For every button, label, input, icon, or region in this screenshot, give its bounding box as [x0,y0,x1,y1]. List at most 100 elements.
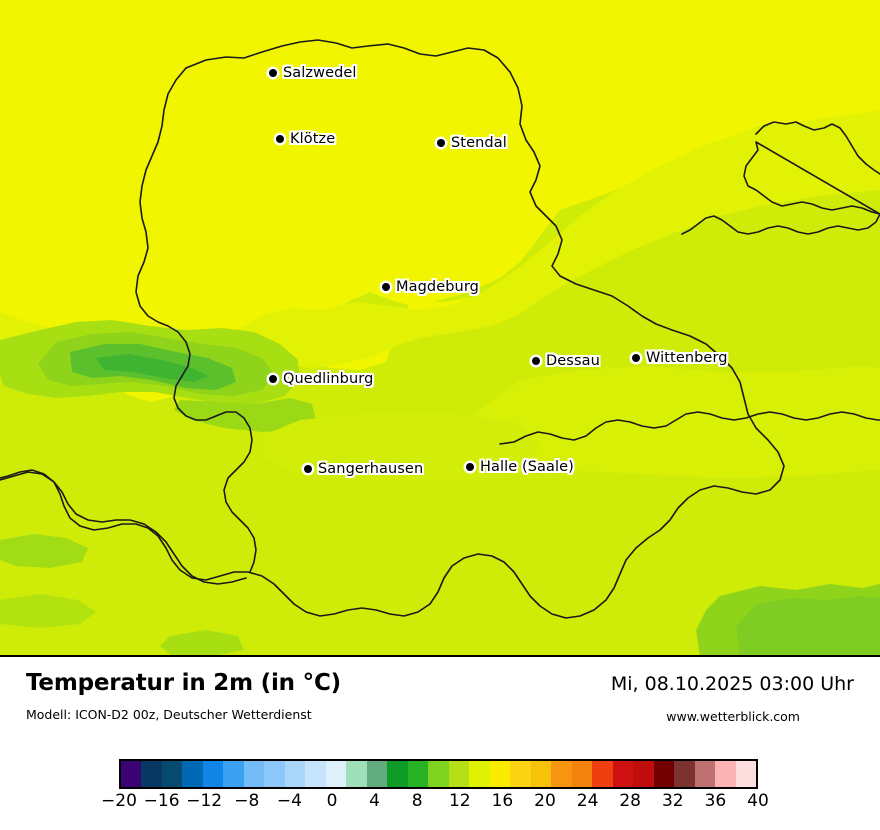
colorbar-swatch [121,761,142,787]
city-marker-halle[interactable]: Halle (Saale) [466,460,574,475]
temp-band-green-sw [0,534,88,568]
colorbar-tick: −8 [234,791,260,811]
city-label: Quedlinburg [283,371,374,387]
temperature-colorbar [119,759,758,789]
temp-band-green-south [174,398,316,432]
temp-band-green-se2 [736,596,880,656]
city-label: Stendal [451,135,507,151]
colorbar-tick-labels: −20 −16 −12 −8 −4 0 4 8 12 16 20 24 28 32 36 40 [101,791,769,817]
colorbar-swatch [448,761,470,787]
city-dot-icon [532,357,540,366]
colorbar-tick: 24 [576,791,599,811]
colorbar-swatch [694,761,716,787]
colorbar-swatch [182,761,203,787]
city-label: Magdeburg [396,279,479,295]
colorbar-swatch [674,761,695,787]
city-marker-stendal[interactable]: Stendal [437,136,507,151]
colorbar-swatch [653,761,675,787]
colorbar-swatch [633,761,654,787]
colorbar-swatch [387,761,408,787]
temperature-field [0,0,880,656]
colorbar-swatch [366,761,388,787]
city-marker-magdeburg[interactable]: Magdeburg [382,280,479,295]
colorbar-swatch [735,761,757,787]
map-bottom-divider [0,655,880,657]
city-label: Klötze [290,131,336,147]
temperature-map: Salzwedel Klötze Stendal Magdeburg Dessa… [0,0,880,656]
colorbar-tick: 8 [411,791,423,811]
colorbar-swatch [325,761,347,787]
city-dot-icon [466,463,474,472]
colorbar-tick: 20 [534,791,556,811]
colorbar-swatch [141,761,162,787]
colorbar-tick: −4 [276,791,302,811]
border-southwest-thuringia [0,471,247,585]
city-dot-icon [304,465,312,474]
city-marker-quedlinburg[interactable]: Quedlinburg [269,372,373,387]
city-marker-salzwedel[interactable]: Salzwedel [269,66,357,81]
city-label: Salzwedel [283,65,357,81]
colorbar-swatch [612,761,634,787]
page-title: Temperatur in 2m (in °C) [26,670,341,696]
colorbar-swatch [489,761,511,787]
border-berlin [743,121,880,215]
city-marker-dessau[interactable]: Dessau [532,354,600,369]
colorbar-swatch [469,761,490,787]
city-dot-icon [276,135,284,144]
temp-band-variation-1 [470,366,880,478]
border-south-saxony [499,411,880,445]
colorbar-tick: 0 [326,791,338,811]
border-west [135,67,257,573]
colorbar-swatch [346,761,367,787]
colorbar-tick: −12 [186,791,223,811]
colorbar-swatch [202,761,224,787]
temp-band-yellow [0,0,880,342]
colorbar-tick: 16 [491,791,514,811]
colorbar-swatch [407,761,429,787]
colorbar-swatch [284,761,306,787]
temp-band-green-sw2 [0,594,96,628]
colorbar-swatch [223,761,244,787]
colorbar-tick: 40 [747,791,769,811]
map-canvas [0,0,880,656]
colorbar-swatch [428,761,449,787]
colorbar-tick: 4 [369,791,381,811]
city-dot-icon [437,139,445,148]
site-url: www.wetterblick.com [666,709,800,724]
colorbar-tick: 32 [661,791,684,811]
colorbar-swatch [551,761,572,787]
border-sachsen-anhalt [0,39,785,619]
colorbar-swatch [592,761,613,787]
city-marker-kloetze[interactable]: Klötze [276,132,335,147]
state-borders [0,39,880,619]
colorbar-swatch [243,761,265,787]
colorbar-tick: −20 [101,791,137,811]
model-subtitle: Modell: ICON-D2 00z, Deutscher Wetterdie… [26,707,312,722]
colorbar-swatch [530,761,552,787]
caption-block: Temperatur in 2m (in °C) Modell: ICON-D2… [0,660,880,735]
colorbar-tick: −16 [143,791,180,811]
colorbar-tick: 28 [619,791,642,811]
temp-band-green-s [160,630,244,656]
valid-time: Mi, 08.10.2025 03:00 Uhr [610,673,854,695]
colorbar-swatch [715,761,736,787]
city-label: Wittenberg [646,350,728,366]
colorbar-swatch [305,761,326,787]
city-marker-sangerhausen[interactable]: Sangerhausen [304,462,423,477]
temp-band-green-harz-4 [96,354,208,382]
city-dot-icon [269,375,277,384]
colorbar-swatch [264,761,285,787]
colorbar-tick: 12 [448,791,471,811]
city-dot-icon [382,283,390,292]
city-dot-icon [632,354,640,363]
city-marker-wittenberg[interactable]: Wittenberg [632,351,728,366]
city-dot-icon [269,69,277,78]
colorbar-tick: 36 [704,791,727,811]
colorbar-swatch [571,761,593,787]
city-label: Dessau [546,353,600,369]
temp-band-ygreen [0,110,880,374]
border-berlin-2 [681,213,880,235]
city-label: Sangerhausen [318,461,424,477]
colorbar-swatch [510,761,531,787]
city-label: Halle (Saale) [480,459,574,475]
